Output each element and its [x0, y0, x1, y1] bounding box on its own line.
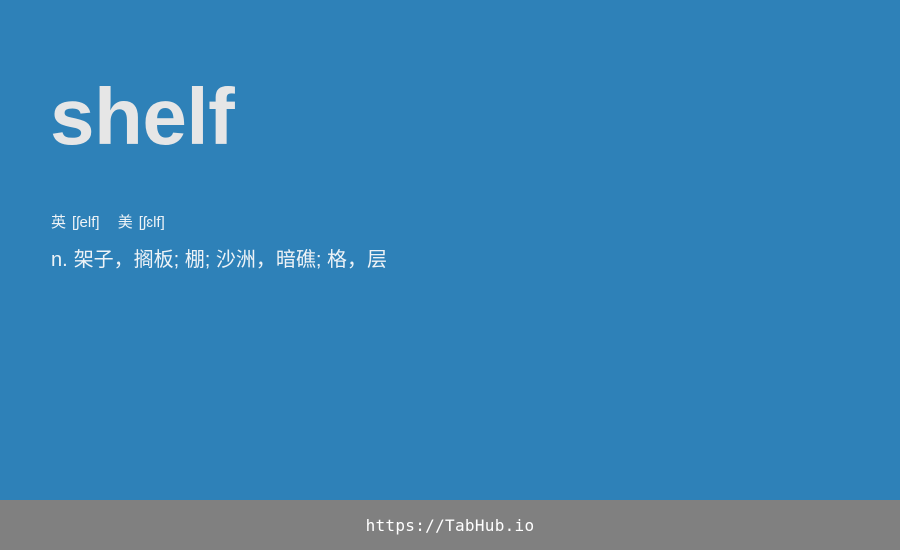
- definition-row: n. 架子，搁板; 棚; 沙洲，暗礁; 格，层: [51, 247, 387, 273]
- phonetic-us-label: 美: [117, 214, 133, 231]
- part-of-speech: n.: [51, 249, 68, 271]
- phonetic-us-ipa: [ʃɛlf]: [138, 214, 165, 231]
- phonetic-uk: 英 [ʃelf]: [51, 213, 100, 233]
- footer-bar: https://TabHub.io: [0, 500, 900, 550]
- phonetic-uk-ipa: [ʃelf]: [72, 214, 100, 231]
- phonetics-row: 英 [ʃelf] 美 [ʃɛlf]: [51, 213, 165, 233]
- word-card: shelf 英 [ʃelf] 美 [ʃɛlf] n. 架子，搁板; 棚; 沙洲，暗礁;…: [50, 72, 388, 273]
- phonetic-us: 美 [ʃɛlf]: [118, 213, 165, 233]
- phonetic-uk-label: 英: [51, 214, 67, 231]
- definition-text: 架子，搁板; 棚; 沙洲，暗礁; 格，层: [73, 249, 388, 271]
- tabhub-link[interactable]: https://TabHub.io: [365, 515, 535, 535]
- headword: shelf: [50, 72, 235, 161]
